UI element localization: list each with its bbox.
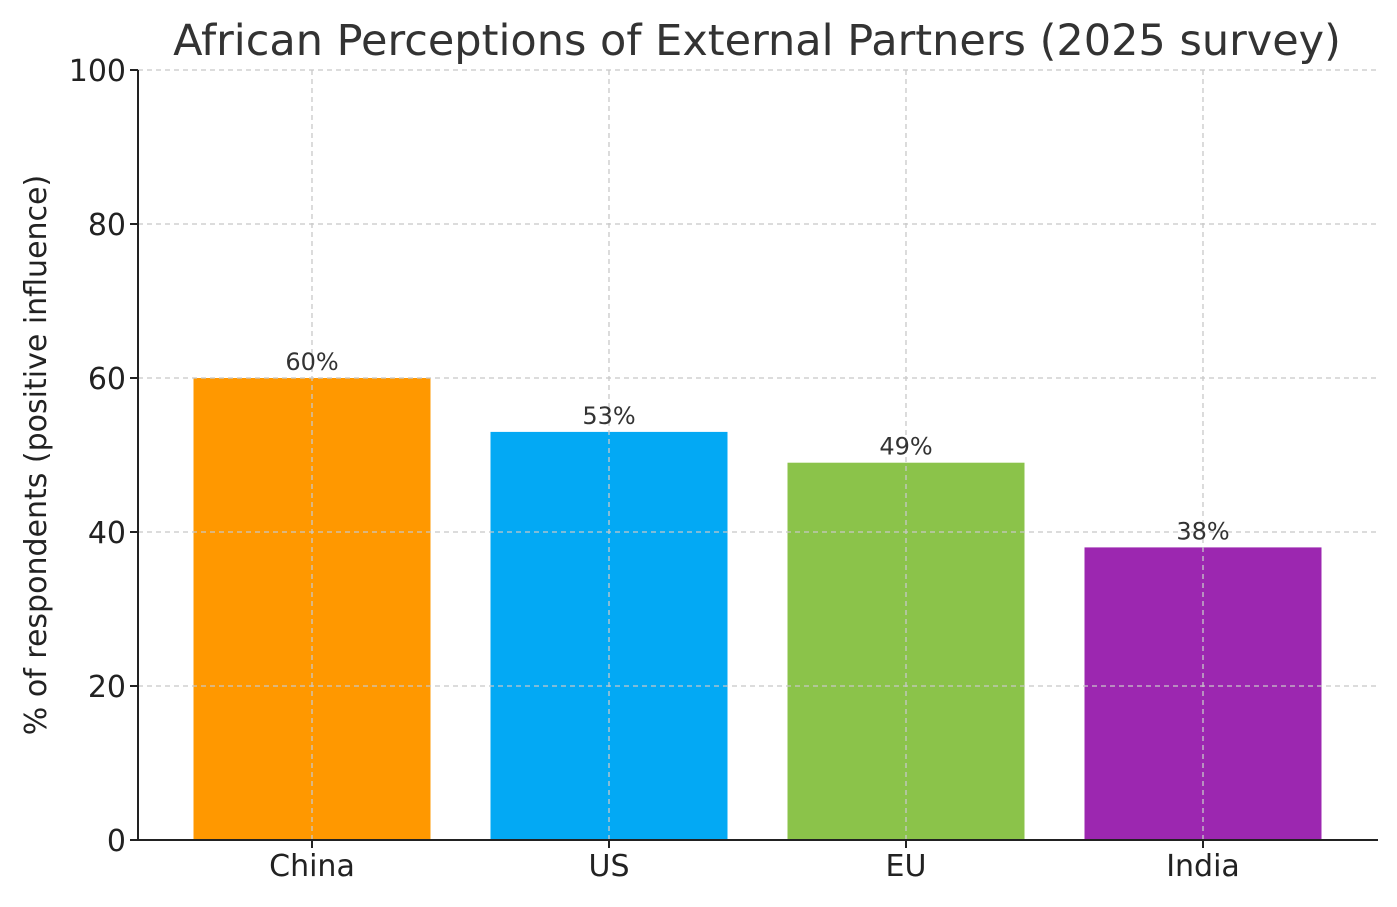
x-tick-label: China: [269, 849, 355, 884]
data-labels: 60% 53% 49% 38%: [285, 348, 1229, 545]
x-tick-label: US: [588, 849, 629, 884]
data-label: 53%: [582, 402, 635, 430]
chart-title: African Perceptions of External Partners…: [173, 16, 1341, 66]
y-tick-label: 80: [88, 208, 126, 243]
x-tick-label: EU: [886, 849, 927, 884]
data-label: 49%: [879, 433, 932, 461]
bar-us: [490, 431, 728, 840]
bar-eu: [787, 462, 1025, 840]
y-tick-label: 100: [69, 54, 126, 89]
gridlines: [138, 69, 1378, 841]
data-label: 60%: [285, 348, 338, 376]
data-label: 38%: [1176, 517, 1229, 545]
axes: 0 20 40 60 80 100 China US EU India: [69, 54, 1378, 884]
bars: [193, 378, 1322, 840]
y-tick-label: 40: [88, 516, 126, 551]
y-tick-label: 60: [88, 362, 126, 397]
y-axis-label: % of respondents (positive influence): [19, 175, 54, 735]
y-tick-label: 20: [88, 670, 126, 705]
bar-china: [193, 378, 431, 840]
y-tick-label: 0: [107, 824, 126, 859]
x-tick-label: India: [1166, 849, 1240, 884]
